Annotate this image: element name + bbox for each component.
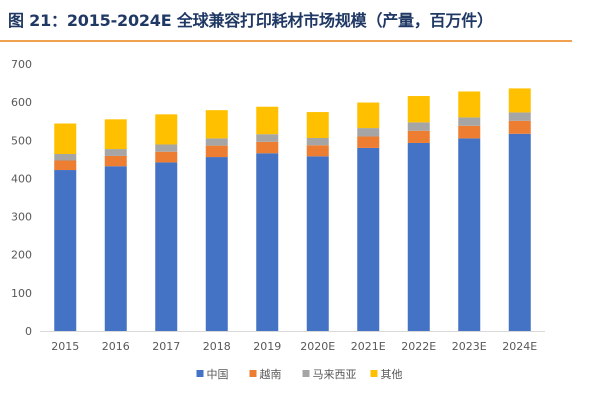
bar-segment-中国-2024E bbox=[508, 133, 531, 331]
bar-segment-其他-2021E bbox=[357, 102, 380, 129]
legend-label-马来西亚: 马来西亚 bbox=[313, 368, 357, 381]
bar-segment-其他-2024E bbox=[508, 88, 531, 113]
bar-segment-中国-2022E bbox=[407, 142, 430, 331]
y-tick-label: 100 bbox=[11, 287, 32, 300]
bar-segment-越南-2024E bbox=[508, 120, 531, 134]
bar-segment-中国-2015 bbox=[54, 170, 77, 331]
title-divider bbox=[0, 40, 572, 42]
bar-segment-中国-2023E bbox=[458, 138, 481, 331]
bar-segment-马来西亚-2021E bbox=[357, 128, 380, 137]
legend-swatch-马来西亚 bbox=[302, 370, 310, 377]
x-tick-label: 2018 bbox=[203, 340, 231, 353]
bar-segment-其他-2019 bbox=[256, 106, 279, 135]
x-tick-label: 2016 bbox=[102, 340, 130, 353]
y-tick-label: 200 bbox=[11, 249, 32, 262]
bar-segment-中国-2016 bbox=[104, 166, 127, 331]
legend-swatch-越南 bbox=[249, 370, 257, 377]
bar-segment-越南-2019 bbox=[256, 141, 279, 154]
bar-segment-越南-2015 bbox=[54, 160, 77, 171]
bar-segment-越南-2023E bbox=[458, 125, 481, 139]
y-tick-label: 700 bbox=[11, 58, 32, 71]
bar-segment-其他-2023E bbox=[458, 91, 481, 118]
bar-segment-马来西亚-2015 bbox=[54, 154, 77, 161]
x-tick-label: 2023E bbox=[452, 340, 487, 353]
legend-label-中国: 中国 bbox=[207, 368, 229, 381]
bar-segment-中国-2019 bbox=[256, 153, 279, 331]
bar-segment-越南-2022E bbox=[407, 130, 430, 143]
x-tick-label: 2020E bbox=[300, 340, 335, 353]
y-tick-label: 400 bbox=[11, 172, 32, 185]
x-tick-label: 2015 bbox=[51, 340, 79, 353]
bar-segment-其他-2016 bbox=[104, 119, 127, 150]
legend-label-其他: 其他 bbox=[381, 368, 403, 381]
legend-swatch-中国 bbox=[196, 370, 204, 377]
bar-segment-中国-2021E bbox=[357, 147, 380, 331]
y-tick-label: 500 bbox=[11, 134, 32, 147]
bar-segment-越南-2020E bbox=[306, 145, 329, 157]
legend-label-越南: 越南 bbox=[260, 367, 282, 381]
x-tick-label: 2019 bbox=[253, 340, 281, 353]
bar-segment-马来西亚-2016 bbox=[104, 149, 127, 156]
x-tick-label: 2024E bbox=[502, 340, 537, 353]
y-tick-label: 300 bbox=[11, 211, 32, 224]
bar-segment-马来西亚-2020E bbox=[306, 137, 329, 146]
bar-segment-马来西亚-2023E bbox=[458, 117, 481, 126]
bar-segment-其他-2015 bbox=[54, 123, 77, 155]
bar-segment-越南-2017 bbox=[155, 151, 178, 163]
bar-segment-马来西亚-2018 bbox=[205, 138, 228, 146]
bar-segment-其他-2017 bbox=[155, 114, 178, 145]
x-tick-label: 2021E bbox=[351, 340, 386, 353]
bar-segment-其他-2020E bbox=[306, 112, 329, 138]
bar-segment-中国-2020E bbox=[306, 156, 329, 331]
bar-segment-马来西亚-2017 bbox=[155, 144, 178, 152]
bar-segment-越南-2018 bbox=[205, 145, 228, 158]
y-tick-label: 600 bbox=[11, 96, 32, 109]
legend-swatch-其他 bbox=[370, 370, 378, 377]
bar-segment-中国-2017 bbox=[155, 162, 178, 331]
chart-title: 图 21：2015-2024E 全球兼容打印耗材市场规模（产量，百万件） bbox=[8, 11, 493, 30]
bar-segment-马来西亚-2024E bbox=[508, 112, 531, 121]
bar-segment-其他-2022E bbox=[407, 96, 430, 123]
y-tick-label: 0 bbox=[25, 325, 32, 338]
bar-segment-越南-2016 bbox=[104, 155, 127, 167]
bar-segment-越南-2021E bbox=[357, 136, 380, 148]
bar-segment-马来西亚-2022E bbox=[407, 122, 430, 131]
x-tick-label: 2022E bbox=[401, 340, 436, 353]
bar-segment-其他-2018 bbox=[205, 110, 228, 139]
bar-segment-中国-2018 bbox=[205, 157, 228, 331]
bar-segment-马来西亚-2019 bbox=[256, 134, 279, 142]
x-tick-label: 2017 bbox=[152, 340, 180, 353]
